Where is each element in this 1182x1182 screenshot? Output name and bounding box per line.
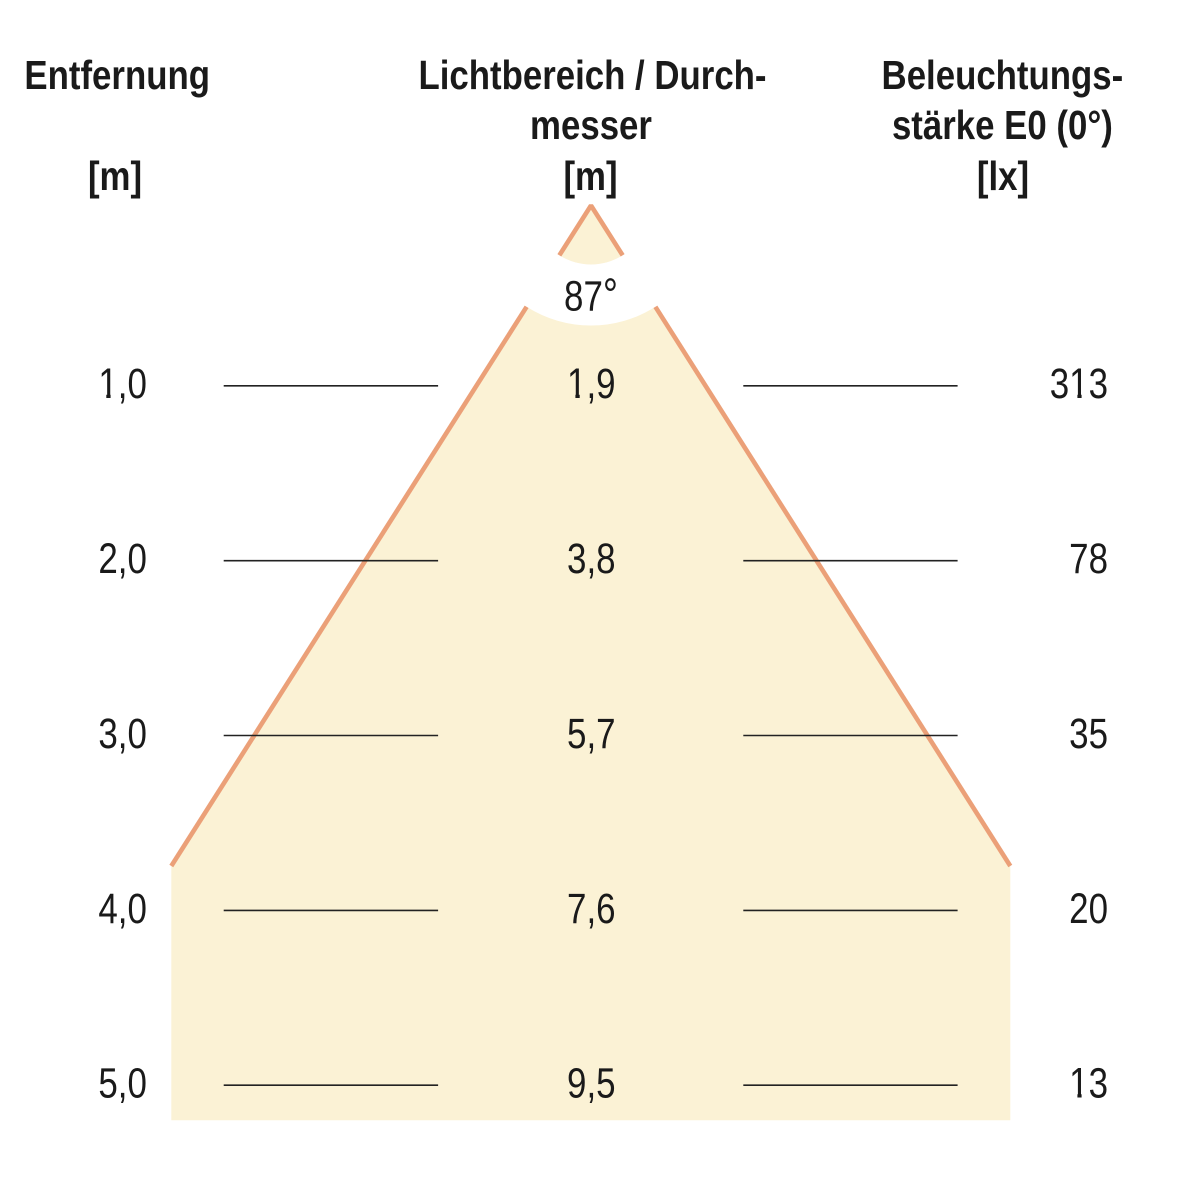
svg-text:[m]: [m] bbox=[563, 153, 617, 199]
svg-text:1,9: 1,9 bbox=[567, 361, 616, 408]
svg-text:3,0: 3,0 bbox=[98, 711, 147, 758]
svg-text:9,5: 9,5 bbox=[567, 1060, 616, 1107]
svg-text:3,8: 3,8 bbox=[567, 536, 616, 583]
svg-text:[lx]: [lx] bbox=[977, 153, 1029, 199]
svg-text:78: 78 bbox=[1069, 536, 1108, 583]
svg-text:[m]: [m] bbox=[88, 153, 142, 199]
svg-text:messer: messer bbox=[530, 102, 652, 148]
svg-text:13: 13 bbox=[1069, 1060, 1108, 1107]
svg-text:20: 20 bbox=[1069, 886, 1108, 933]
svg-text:1,0: 1,0 bbox=[98, 361, 147, 408]
svg-text:4,0: 4,0 bbox=[98, 886, 147, 933]
svg-text:7,6: 7,6 bbox=[567, 886, 616, 933]
svg-text:5,7: 5,7 bbox=[567, 711, 616, 758]
svg-text:Lichtbereich / Durch-: Lichtbereich / Durch- bbox=[418, 52, 766, 98]
svg-text:Entfernung: Entfernung bbox=[24, 52, 210, 98]
svg-text:stärke E0 (0°): stärke E0 (0°) bbox=[892, 102, 1113, 148]
svg-text:2,0: 2,0 bbox=[98, 536, 147, 583]
svg-text:5,0: 5,0 bbox=[98, 1060, 147, 1107]
svg-text:Beleuchtungs-: Beleuchtungs- bbox=[882, 52, 1124, 98]
svg-text:313: 313 bbox=[1050, 361, 1108, 408]
svg-text:35: 35 bbox=[1069, 711, 1108, 758]
svg-text:87°: 87° bbox=[564, 269, 618, 320]
